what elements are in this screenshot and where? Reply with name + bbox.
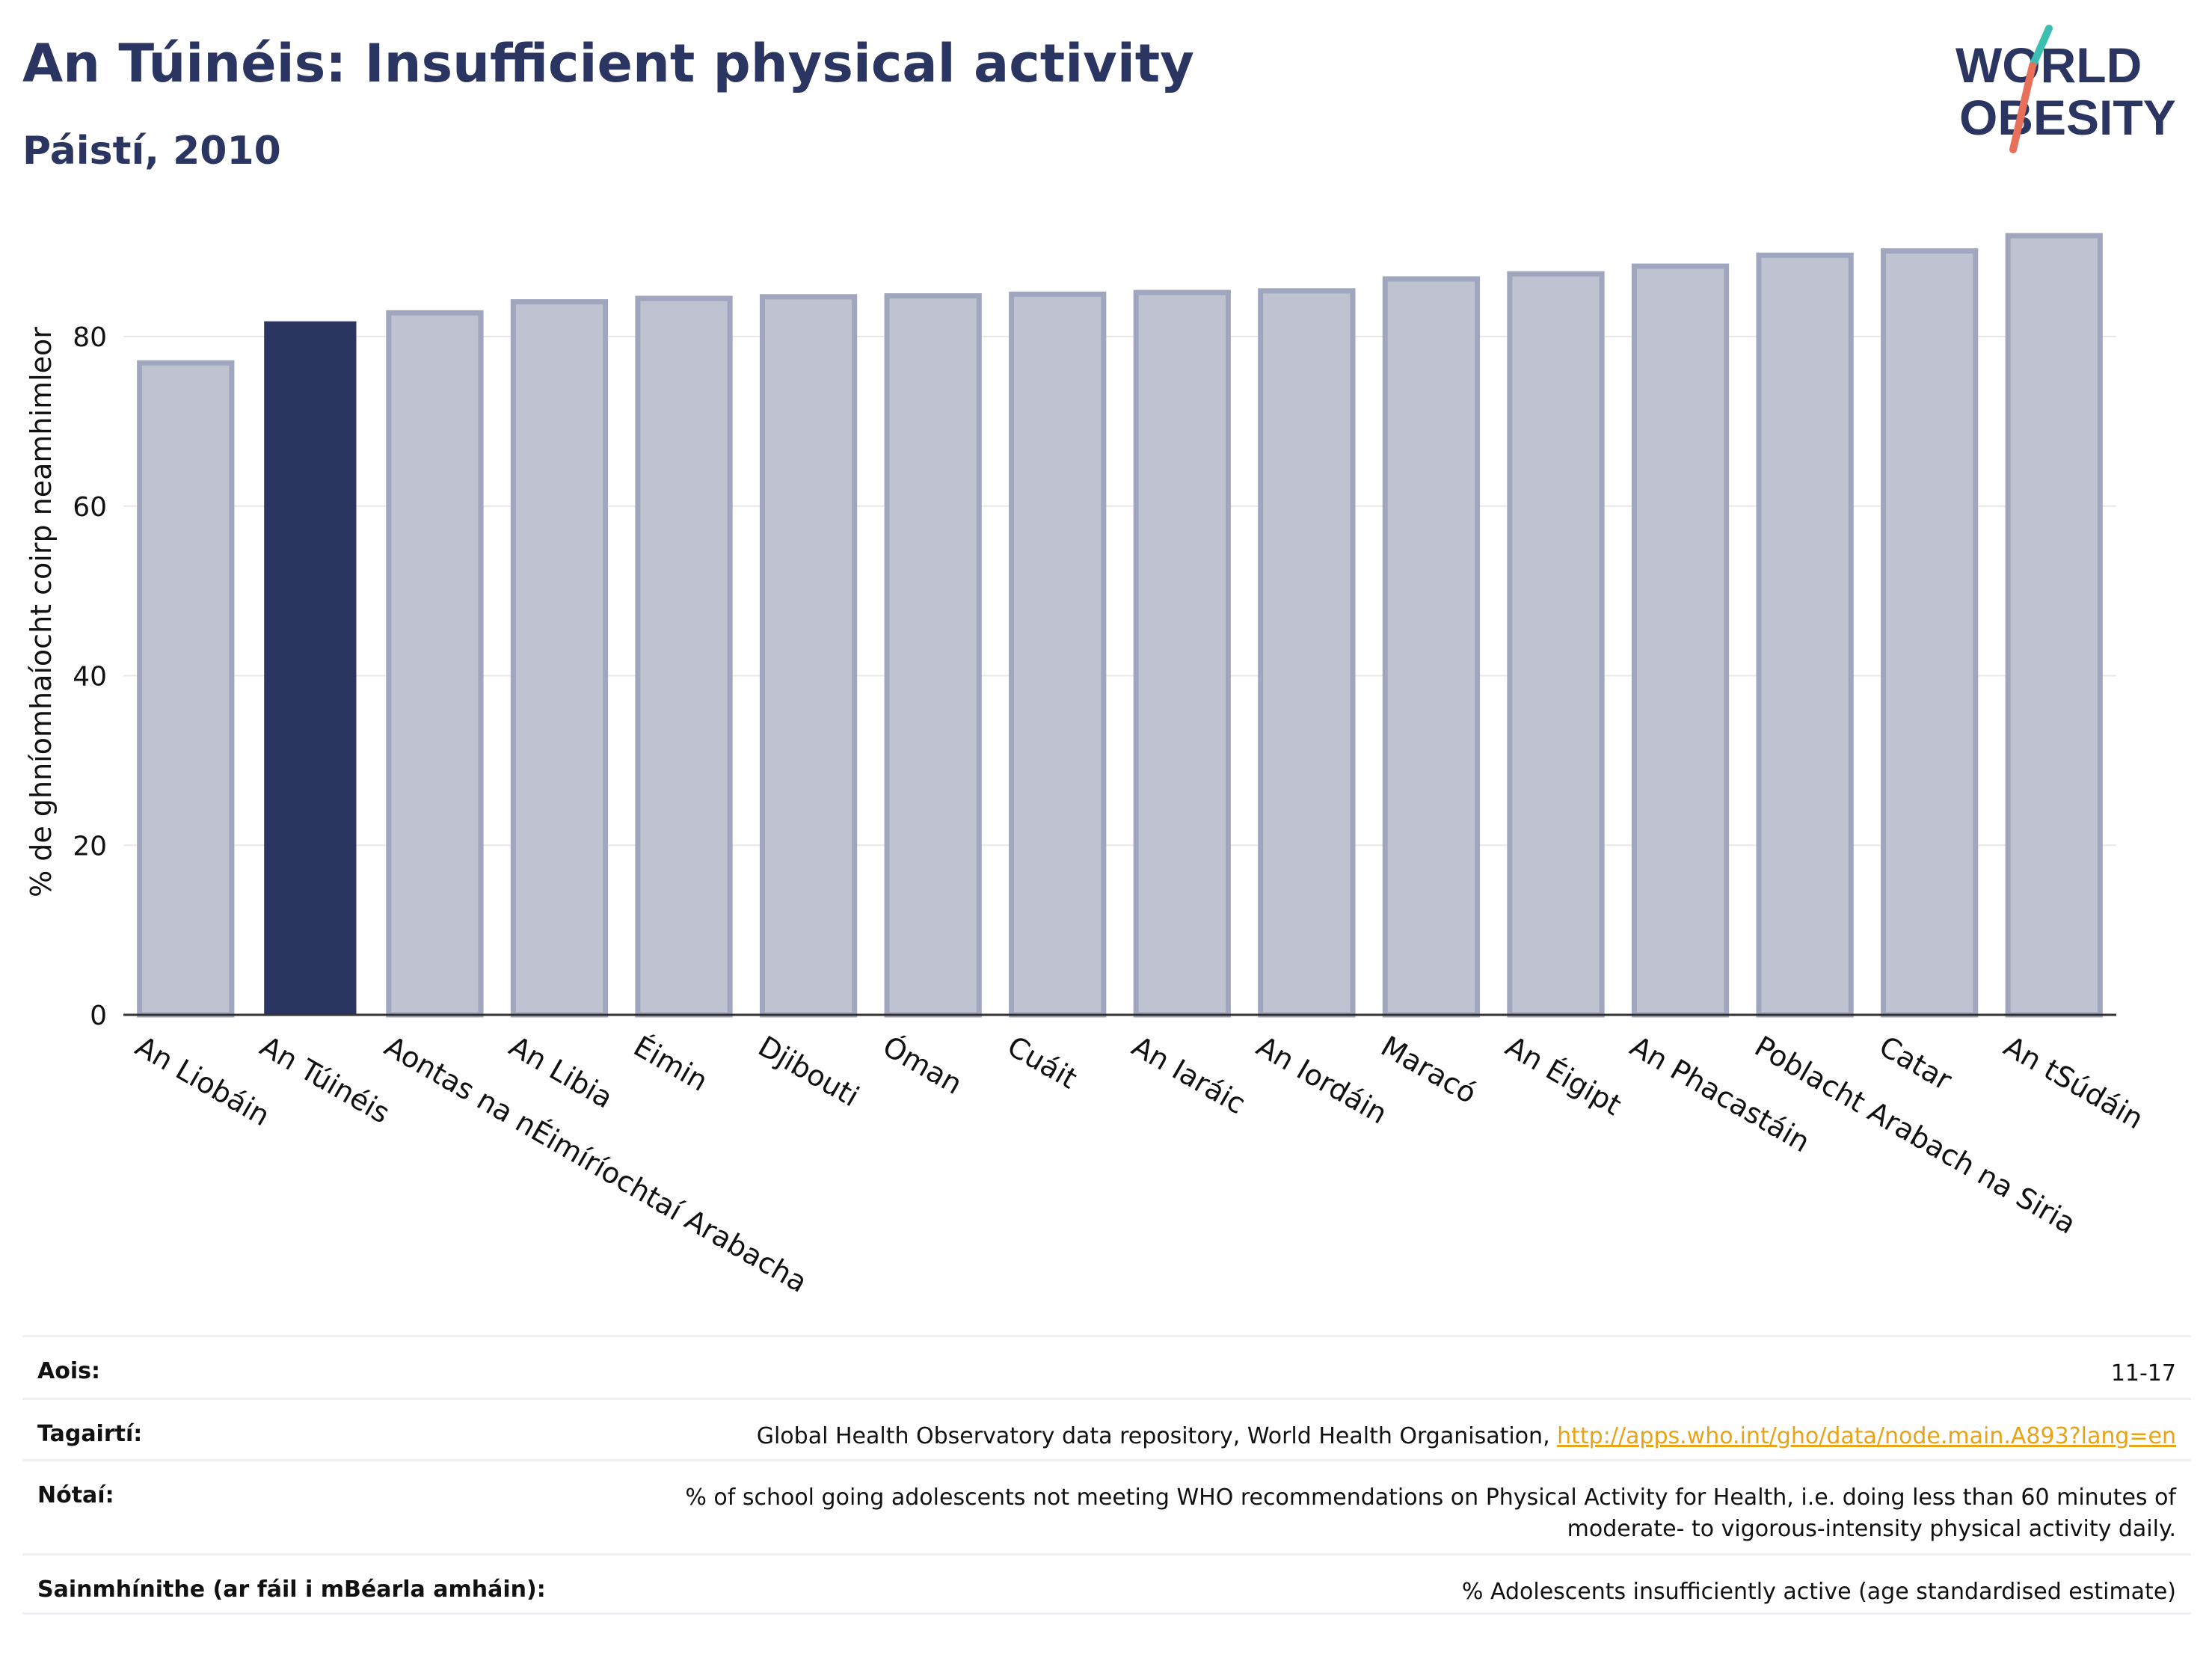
logo-text-obesity: OBESITY	[1959, 90, 2176, 145]
x-tick-label: An Iordáin	[1251, 1030, 1393, 1131]
bar	[1009, 291, 1107, 1018]
x-tick-label: Óman	[877, 1030, 968, 1101]
x-tick-label: An tSúdáin	[1998, 1030, 2149, 1136]
page-subtitle: Páistí, 2010	[22, 129, 281, 174]
notes-label: Nótaí:	[37, 1482, 114, 1508]
x-tick-label: An Túinéis	[254, 1030, 395, 1130]
bar	[2005, 233, 2103, 1018]
references-label: Tagairtí:	[37, 1421, 143, 1447]
x-tick-label: Djibouti	[753, 1030, 865, 1114]
logo-text-world: WORLD	[1956, 37, 2142, 93]
notes-line-1: % of school going adolescents not meetin…	[685, 1484, 2176, 1511]
bar	[510, 299, 609, 1018]
bars-layer	[137, 233, 2103, 1018]
bar	[386, 310, 484, 1018]
x-tick-label: Éimin	[628, 1030, 713, 1098]
x-tick-label: An Éigipt	[1500, 1030, 1627, 1122]
page-title: An Túinéis: Insufficient physical activi…	[22, 33, 1194, 94]
bar	[884, 293, 982, 1018]
x-tick-label: Maracó	[1375, 1030, 1481, 1111]
definitions-label: Sainmhínithe (ar fáil i mBéarla amháin):	[37, 1576, 546, 1603]
references-link[interactable]: http://apps.who.int/gho/data/node.main.A…	[1557, 1423, 2176, 1449]
meta-row-references: Tagairtí: Global Health Observatory data…	[22, 1398, 2191, 1459]
bar-highlighted	[264, 321, 357, 1015]
y-tick-label: 40	[73, 662, 107, 693]
metadata-table: Aois: 11-17 Tagairtí: Global Health Obse…	[22, 1335, 2191, 1615]
age-label: Aois:	[37, 1358, 100, 1384]
bar	[1507, 271, 1605, 1018]
references-value: Global Health Observatory data repositor…	[757, 1421, 2176, 1452]
meta-row-definitions: Sainmhínithe (ar fáil i mBéarla amháin):…	[22, 1553, 2191, 1615]
notes-value: % of school going adolescents not meetin…	[685, 1482, 2176, 1545]
bar	[1258, 288, 1356, 1018]
y-tick-label: 80	[73, 322, 107, 353]
meta-row-age: Aois: 11-17	[22, 1335, 2191, 1398]
age-value: 11-17	[2110, 1360, 2176, 1387]
x-tick-label: Cuáit	[1002, 1030, 1083, 1096]
references-text: Global Health Observatory data repositor…	[756, 1423, 1558, 1449]
bar	[759, 294, 858, 1018]
y-axis-label: % de ghníomhaíocht coirp neamhimleor	[25, 327, 58, 897]
meta-row-notes: Nótaí: % of school going adolescents not…	[22, 1459, 2191, 1553]
y-tick-label: 20	[73, 831, 107, 862]
bar	[1133, 289, 1231, 1018]
x-tick-label: Aontas na nÉimíríochtaí Arabacha	[379, 1030, 813, 1299]
notes-line-2: moderate- to vigorous-intensity physical…	[1567, 1516, 2176, 1542]
bar	[1756, 252, 1854, 1018]
y-tick-label: 60	[73, 492, 107, 523]
bar	[137, 360, 235, 1018]
definitions-value: % Adolescents insufficiently active (age…	[1461, 1579, 2176, 1605]
y-tick-label: 0	[90, 1001, 107, 1031]
x-tick-label: Catar	[1874, 1030, 1958, 1097]
bar	[1881, 248, 1979, 1018]
x-tick-label: An Liobáin	[130, 1030, 276, 1133]
logo-slash-teal	[2029, 25, 2053, 70]
bar	[1631, 263, 1730, 1018]
x-tick-label: An Iaráic	[1126, 1030, 1251, 1121]
logo-slash-coral	[2009, 62, 2036, 153]
bar	[635, 295, 733, 1018]
bar	[1382, 276, 1481, 1018]
world-obesity-logo: WORLD OBESITY	[1956, 25, 2176, 153]
